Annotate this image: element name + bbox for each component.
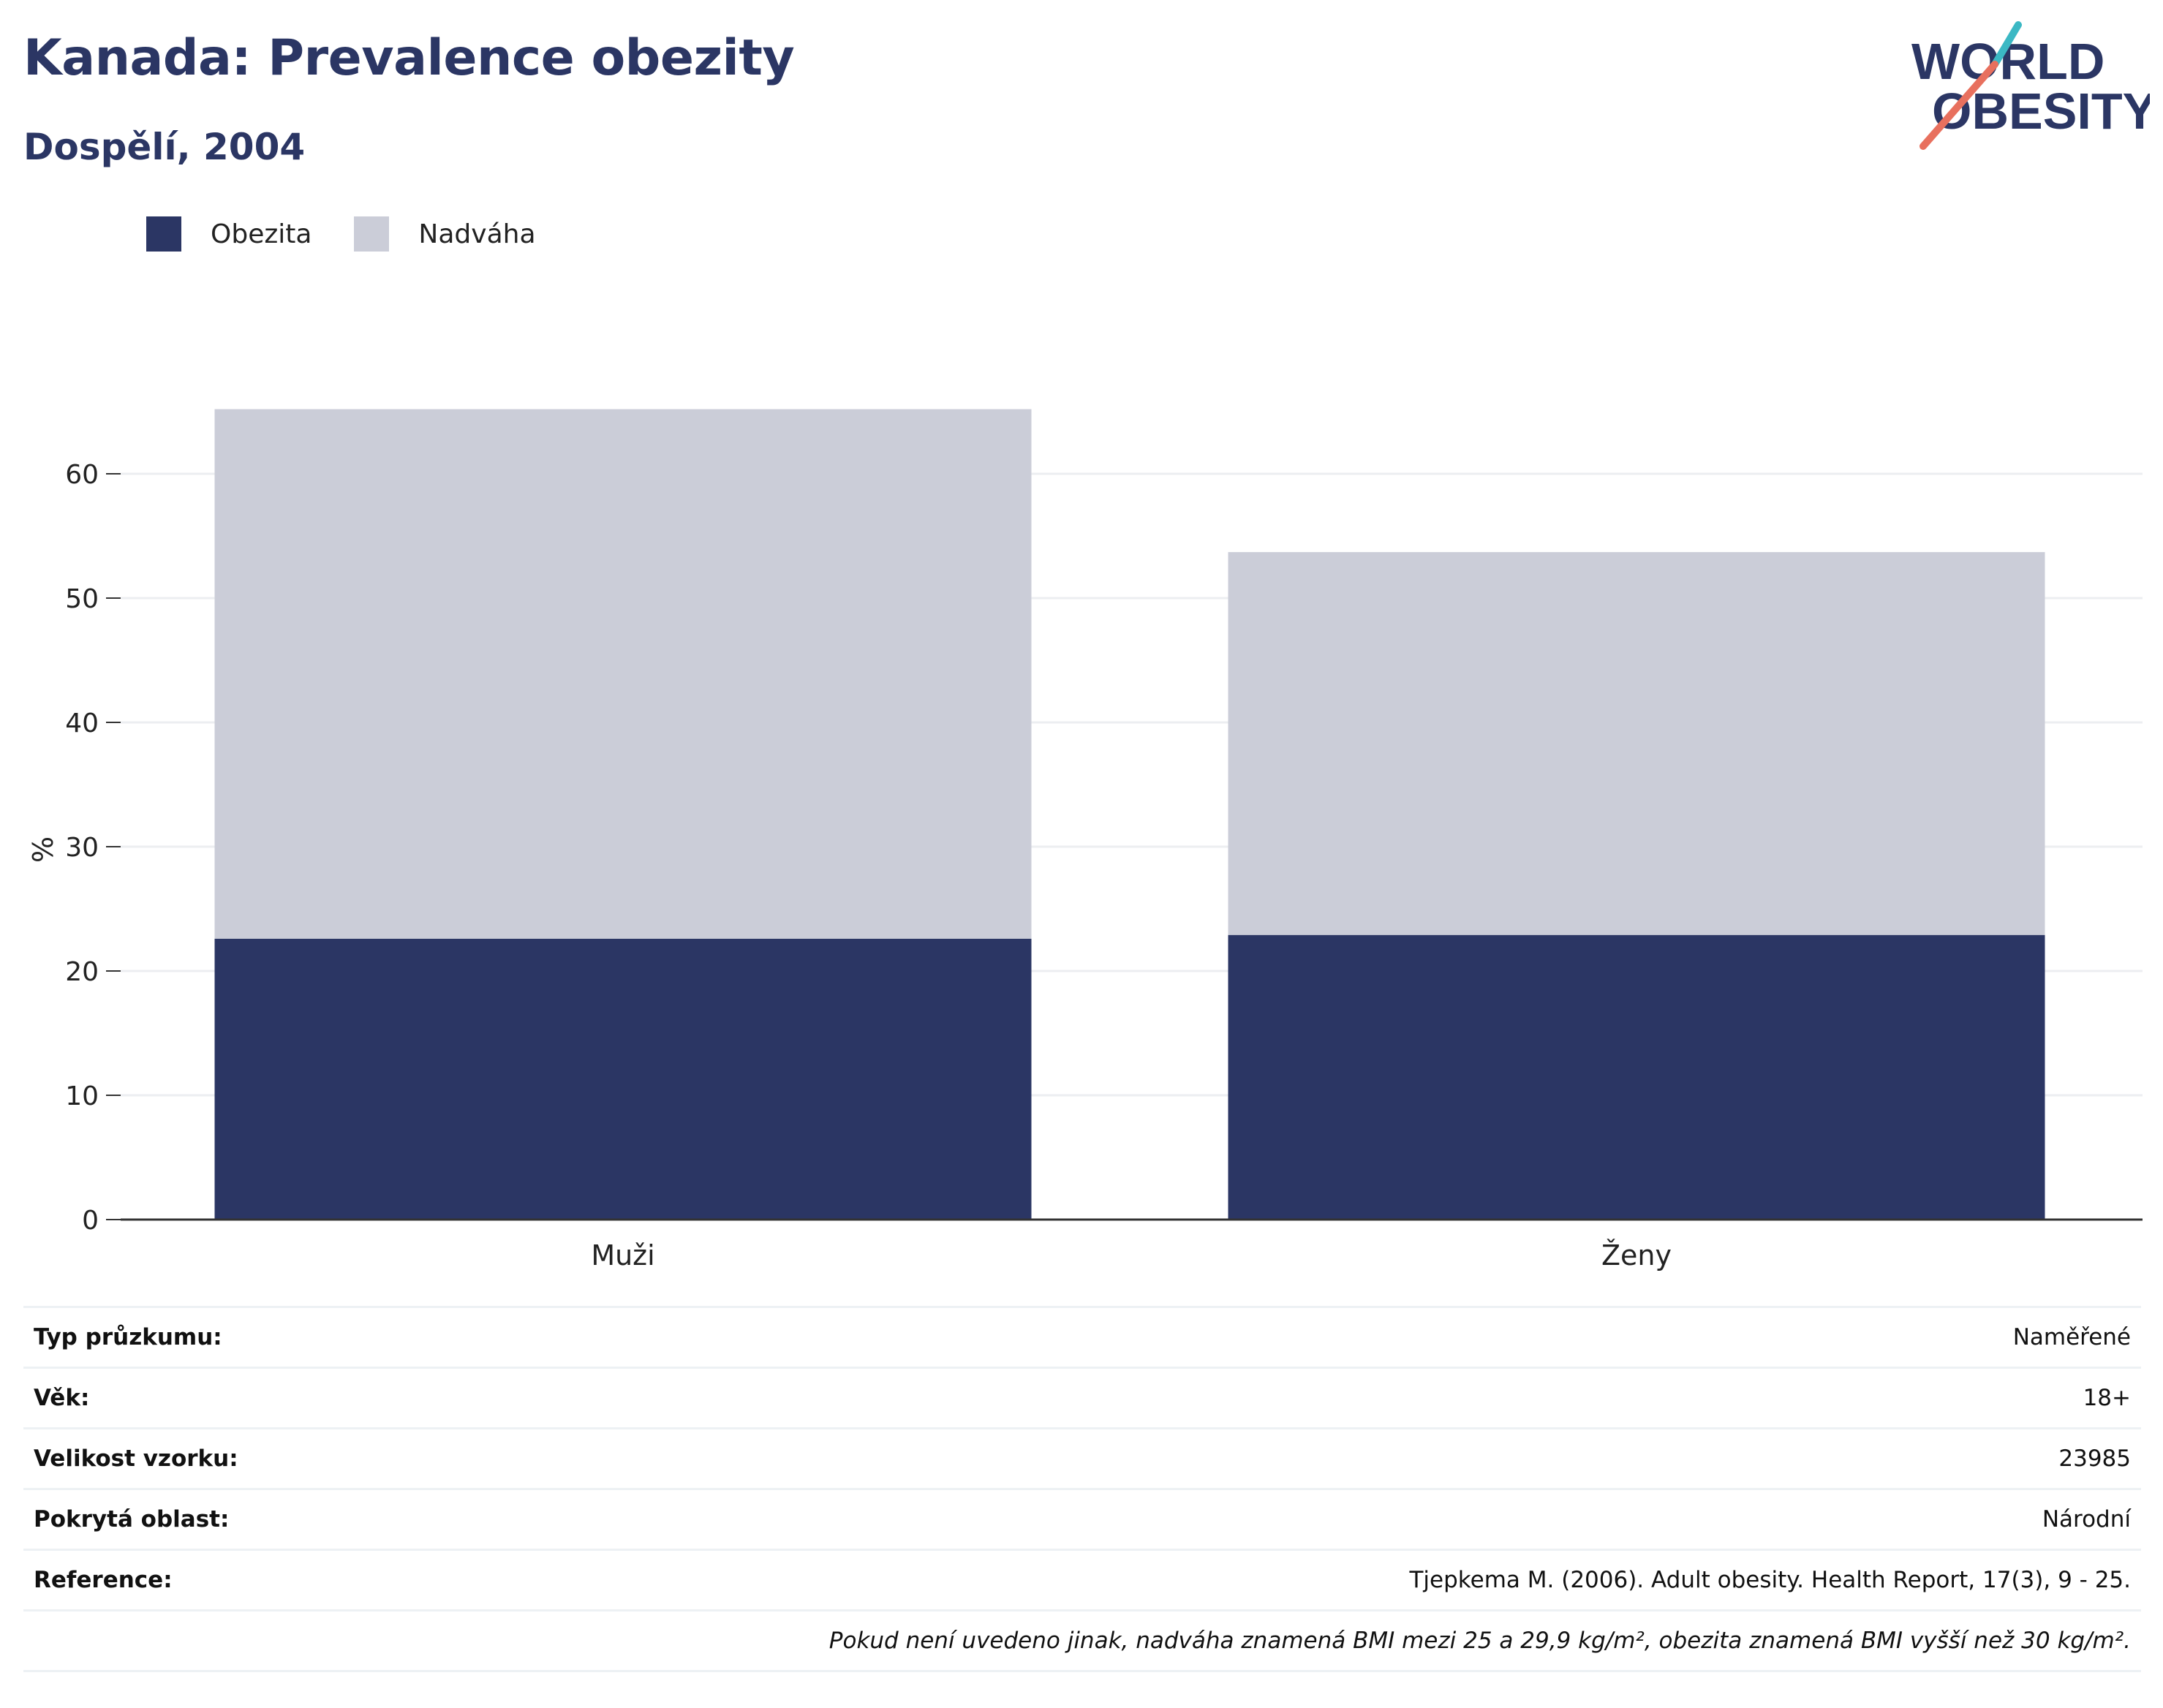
info-label: Velikost vzorku: xyxy=(23,1427,516,1489)
legend-item-obezita[interactable]: Obezita xyxy=(146,216,312,252)
chart-legend: Obezita Nadváha xyxy=(146,216,578,252)
bar-zeny-obezita xyxy=(1228,934,2045,1220)
x-tick-label-muzi: Muži xyxy=(591,1239,654,1271)
info-row: Věk: 18+ xyxy=(23,1367,2141,1429)
legend-label-obezita: Obezita xyxy=(211,219,312,249)
chart-subtitle: Dospělí, 2004 xyxy=(23,126,306,168)
chart-title: Kanada: Prevalence obezity xyxy=(23,29,795,87)
y-tick-label: 60 xyxy=(65,460,99,490)
y-axis-label: % xyxy=(27,836,59,863)
bmi-definition-note: Pokud není uvedeno jinak, nadváha znamen… xyxy=(23,1609,2141,1672)
legend-item-nadvaha[interactable]: Nadváha xyxy=(354,216,536,252)
y-tick-label: 20 xyxy=(65,957,99,987)
info-row: Pokrytá oblast: Národní xyxy=(23,1488,2141,1550)
info-value: Národní xyxy=(516,1488,2141,1550)
bar-muzi-obezita xyxy=(214,938,1032,1220)
y-tick-label: 0 xyxy=(82,1206,99,1236)
info-row: Reference: Tjepkema M. (2006). Adult obes… xyxy=(23,1549,2141,1611)
legend-swatch-nadvaha xyxy=(354,216,390,252)
info-row: Typ průzkumu: Naměřené xyxy=(23,1306,2141,1368)
stacked-bar-chart: 0 10 20 30 40 50 60% Muži Ženy xyxy=(27,409,2143,1271)
info-value: Tjepkema M. (2006). Adult obesity. Healt… xyxy=(516,1549,2141,1611)
y-tick-label: 50 xyxy=(65,584,99,614)
legend-label-nadvaha: Nadváha xyxy=(418,219,536,249)
info-value: 18+ xyxy=(516,1367,2141,1429)
legend-swatch-obezita xyxy=(146,216,181,252)
logo-slash-top xyxy=(1991,21,2022,68)
info-note-row: Pokud není uvedeno jinak, nadváha znamen… xyxy=(23,1609,2141,1672)
y-tick-label: 10 xyxy=(65,1081,99,1111)
y-tick-label: 30 xyxy=(65,833,99,863)
bar-zeny-nadvaha xyxy=(1228,552,2045,935)
y-tick-label: 40 xyxy=(65,708,99,738)
info-label: Věk: xyxy=(23,1367,516,1429)
world-obesity-logo: WORLD OBESITY xyxy=(1911,21,2150,150)
info-label: Reference: xyxy=(23,1549,516,1611)
survey-info-table: Typ průzkumu: Naměřené Věk: 18+ Velikost vzo… xyxy=(23,1306,2141,1672)
logo-slash-bottom xyxy=(1919,61,1998,150)
info-value: Naměřené xyxy=(516,1306,2141,1368)
logo-text-obesity: OBESITY xyxy=(1932,83,2150,140)
info-label: Typ průzkumu: xyxy=(23,1306,516,1368)
bar-muzi-nadvaha xyxy=(214,409,1032,939)
info-row: Velikost vzorku: 23985 xyxy=(23,1427,2141,1489)
x-tick-label-zeny: Ženy xyxy=(1601,1239,1672,1271)
info-value: 23985 xyxy=(516,1427,2141,1489)
info-label: Pokrytá oblast: xyxy=(23,1488,516,1550)
